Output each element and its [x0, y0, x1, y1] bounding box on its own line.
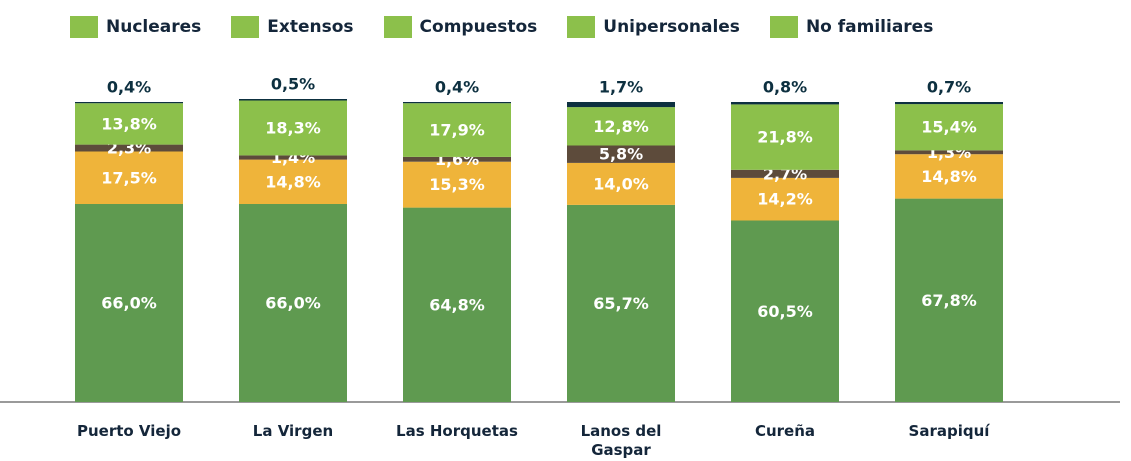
bar-segment	[567, 145, 675, 163]
data-label: 17,5%	[101, 168, 157, 187]
bar-segment	[239, 159, 347, 204]
bar-segment	[567, 162, 675, 205]
data-label: 15,4%	[921, 118, 977, 137]
bar-segment	[75, 102, 183, 104]
legend-item: Nucleares	[70, 16, 201, 38]
bar-segment	[895, 198, 1003, 402]
bar-segment	[567, 102, 675, 108]
bar-segment	[731, 104, 839, 170]
legend-label: Compuestos	[419, 17, 538, 37]
bar-segment	[403, 207, 511, 402]
bar-segment	[895, 104, 1003, 151]
data-label: 64,8%	[429, 295, 485, 314]
bar-segment	[239, 155, 347, 160]
data-label: 18,3%	[265, 118, 321, 137]
legend-item: No familiares	[769, 16, 934, 38]
bar-segment	[239, 100, 347, 156]
bar-segment	[403, 156, 511, 162]
bar-segment	[75, 151, 183, 204]
bar-segment	[895, 154, 1003, 199]
bar-segment	[75, 144, 183, 152]
x-tick-label: La Virgen	[252, 422, 334, 440]
data-label: 14,8%	[921, 167, 977, 186]
legend-label: Nucleares	[106, 17, 202, 37]
bar-segment	[403, 102, 511, 104]
legend-item: Unipersonales	[567, 16, 740, 38]
data-label: 0,8%	[763, 78, 807, 97]
data-label: 21,8%	[757, 128, 813, 147]
bar-segment	[895, 150, 1003, 155]
legend-label: Unipersonales	[603, 17, 740, 37]
data-label: 15,3%	[429, 175, 485, 194]
data-label: 17,9%	[429, 121, 485, 140]
data-label: 65,7%	[593, 294, 649, 313]
bar-segment	[731, 102, 839, 105]
legend-label: Extensos	[267, 17, 354, 37]
x-tick-label: Lanos del Gaspar	[580, 422, 662, 459]
legend-swatch	[70, 16, 98, 38]
bar-segment	[731, 220, 839, 402]
x-tick-label: Puerto Viejo	[76, 422, 182, 440]
legend: Nucleares Extensos Compuestos Unipersonales…	[70, 16, 933, 38]
legend-swatch	[769, 16, 798, 38]
bar-segment	[403, 161, 511, 208]
bar-segment	[239, 99, 347, 101]
legend-swatch	[567, 16, 596, 38]
data-label: 67,8%	[921, 291, 977, 310]
data-label: 13,8%	[101, 114, 157, 133]
data-label: 60,5%	[757, 302, 813, 321]
data-label: 5,8%	[599, 145, 643, 164]
data-label: 0,4%	[107, 78, 151, 97]
x-tick-label: Las Horquetas	[396, 422, 518, 440]
legend-item: Extensos	[231, 16, 354, 38]
bar-segment	[731, 177, 839, 221]
x-tick-label: Cureña	[754, 422, 816, 440]
data-label: 14,2%	[757, 190, 813, 209]
data-label: 66,0%	[101, 294, 157, 313]
data-label: 14,0%	[593, 174, 649, 193]
legend-label: No familiares	[805, 17, 934, 37]
bar-segment	[895, 102, 1003, 105]
bar-segment	[75, 103, 183, 145]
data-label: 66,0%	[265, 294, 321, 313]
data-label: 1,7%	[599, 78, 643, 97]
bar-segment	[239, 204, 347, 402]
bar-segment	[75, 204, 183, 402]
legend-item: Compuestos	[383, 16, 538, 38]
x-tick-label: Sarapiquí	[908, 422, 990, 440]
bar-segment	[567, 204, 675, 402]
legend-swatch	[383, 16, 412, 38]
bar-segment	[731, 169, 839, 178]
bar-segment	[567, 107, 675, 146]
data-label: 12,8%	[593, 117, 649, 136]
bar-segment	[403, 103, 511, 157]
data-label: 14,8%	[265, 172, 321, 191]
data-label: 0,5%	[271, 75, 315, 94]
data-label: 0,4%	[435, 78, 479, 97]
data-label: 0,7%	[927, 78, 971, 97]
legend-swatch	[231, 16, 260, 38]
